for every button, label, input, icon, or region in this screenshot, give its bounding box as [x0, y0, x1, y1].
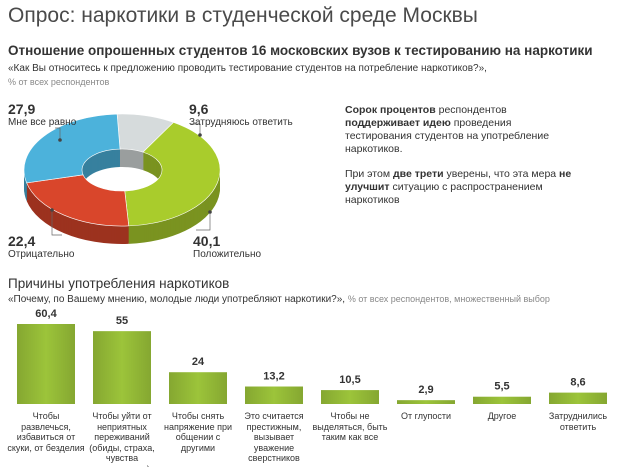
pie-label: 22,4 Отрицательно: [8, 233, 74, 260]
bar-value-label: 10,5: [339, 374, 360, 386]
bar-title: Причины употребления наркотиков: [8, 276, 230, 291]
pie-label: 9,6 Затрудняюсь ответить: [189, 101, 293, 128]
pie-title: Отношение опрошенных студентов 16 москов…: [8, 43, 593, 58]
pie-slice: [23, 113, 121, 184]
bar: [397, 400, 455, 404]
bar-category-label: От глупости: [401, 411, 451, 421]
pie-value-label: 22,4: [8, 233, 36, 249]
bar-value-label: 5,5: [494, 381, 509, 393]
leader-line: [51, 210, 62, 236]
page-title: Опрос: наркотики в студенческой среде Мо…: [8, 4, 478, 27]
commentary-paragraph: Сорок процентов респондентов поддерживае…: [345, 104, 575, 156]
bar-value-label: 8,6: [570, 377, 585, 389]
bar: [549, 392, 607, 404]
commentary-text: поддерживает идею: [345, 117, 451, 129]
commentary-text: не улучшит: [345, 168, 572, 193]
commentary-text: ситуацию с распространением наркотиков: [345, 181, 543, 206]
bar-subtitle-line: «Почему, по Вашему мнению, молодые люди …: [8, 294, 550, 305]
pie-value-label: 9,6: [189, 101, 209, 117]
bar-category-label: Чтобы развлечься, избавиться от скуки, о…: [7, 411, 85, 453]
pie-slice: [26, 174, 130, 227]
leader-dot: [58, 138, 62, 142]
pie-note: % от всех респондентов: [8, 77, 110, 87]
bar-note: % от всех респондентов, множественный вы…: [347, 294, 550, 304]
bar-category-label: Чтобы снять напряжение при общении с дру…: [163, 411, 233, 453]
commentary: Сорок процентов респондентов поддерживае…: [345, 104, 575, 219]
pie-label: 40,1 Положительно: [193, 233, 261, 260]
bar-subtitle: «Почему, по Вашему мнению, молодые люди …: [8, 294, 346, 305]
bar-value-label: 55: [116, 315, 128, 327]
bar-category-label: Чтобы уйти от неприятных переживаний (об…: [89, 411, 155, 467]
commentary-paragraph: При этом две трети уверены, что эта мера…: [345, 168, 575, 207]
bar-value-label: 24: [192, 356, 205, 368]
bar-category-label: Чтобы не выделяться, быть таким как все: [312, 411, 388, 442]
leader-dot: [198, 133, 202, 137]
commentary-text: При этом: [345, 168, 393, 180]
pie-subtitle: «Как Вы относитесь к предложению проводи…: [8, 63, 487, 74]
pie-category-label: Мне все равно: [8, 117, 77, 128]
commentary-text: респондентов: [435, 104, 507, 116]
bar-value-label: 13,2: [263, 371, 284, 383]
leader-line: [55, 127, 61, 140]
commentary-text: проведения тестирования студентов на упо…: [345, 117, 550, 155]
pie-value-label: 27,9: [8, 101, 36, 117]
bar-category-label: Затруднились ответить: [548, 411, 608, 432]
bar: [321, 390, 379, 404]
pie-value-label: 40,1: [193, 233, 221, 249]
bar: [473, 396, 531, 404]
commentary-text: уверены, что эта мера: [443, 168, 560, 180]
commentary-text: две трети: [392, 168, 444, 180]
bar: [169, 372, 227, 404]
bar-value-label: 2,9: [418, 384, 433, 396]
bar-category-label: Другое: [487, 411, 517, 421]
leader-line: [190, 123, 201, 135]
leader-dot: [208, 210, 212, 214]
bar-category-label: Это считается престижным, вызывает уваже…: [244, 411, 304, 463]
leader-dot: [50, 208, 54, 212]
bar-value-label: 60,4: [35, 308, 57, 320]
pie-slice: [124, 122, 221, 227]
pie-category-label: Отрицательно: [8, 249, 75, 260]
leader-line: [196, 212, 211, 231]
pie-category-label: Положительно: [193, 249, 262, 260]
pie-label: 27,9 Мне все равно: [8, 101, 76, 128]
bar: [93, 331, 151, 404]
pie-category-label: Затрудняюсь ответить: [189, 117, 293, 128]
commentary-text: Сорок процентов: [345, 104, 436, 116]
bar: [17, 324, 75, 404]
bar: [245, 386, 303, 404]
